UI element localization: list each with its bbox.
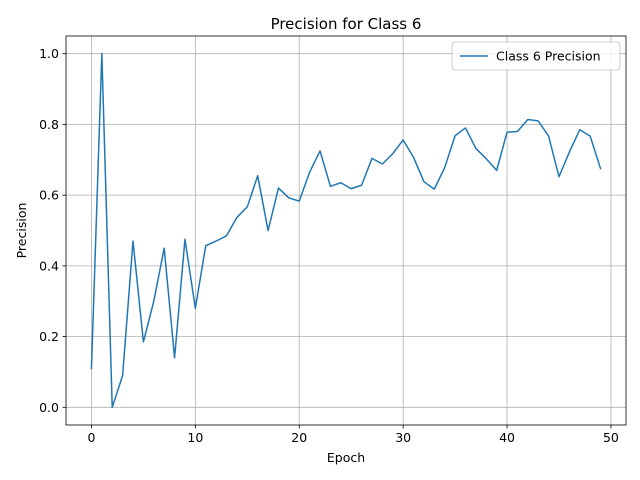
legend-box <box>451 41 621 71</box>
tick-marks <box>62 53 612 429</box>
series-line-class-6-precision <box>90 52 602 409</box>
legend: Class 6 Precision <box>451 41 621 71</box>
series-layer <box>90 52 602 409</box>
chart-title: Precision for Class 6 <box>271 15 422 33</box>
grid-lines <box>66 36 626 425</box>
y-tick-label: 0.8 <box>39 117 59 132</box>
y-axis-label: Precision <box>14 203 29 259</box>
x-tick-label: 40 <box>499 430 515 445</box>
y-tick-label: 0.0 <box>39 400 59 415</box>
y-tick-label: 0.6 <box>39 188 59 203</box>
x-axis-label: Epoch <box>327 450 365 465</box>
x-tick-label: 30 <box>395 430 411 445</box>
x-tick-label: 50 <box>603 430 619 445</box>
x-tick-label: 0 <box>87 430 95 445</box>
legend-entry: Class 6 Precision <box>496 49 601 64</box>
plot-frame <box>65 35 627 426</box>
y-tick-label: 0.4 <box>39 258 59 273</box>
y-tick-label: 0.2 <box>39 329 59 344</box>
x-tick-label: 10 <box>187 430 203 445</box>
y-tick-label: 1.0 <box>39 46 59 61</box>
x-tick-label: 20 <box>291 430 307 445</box>
